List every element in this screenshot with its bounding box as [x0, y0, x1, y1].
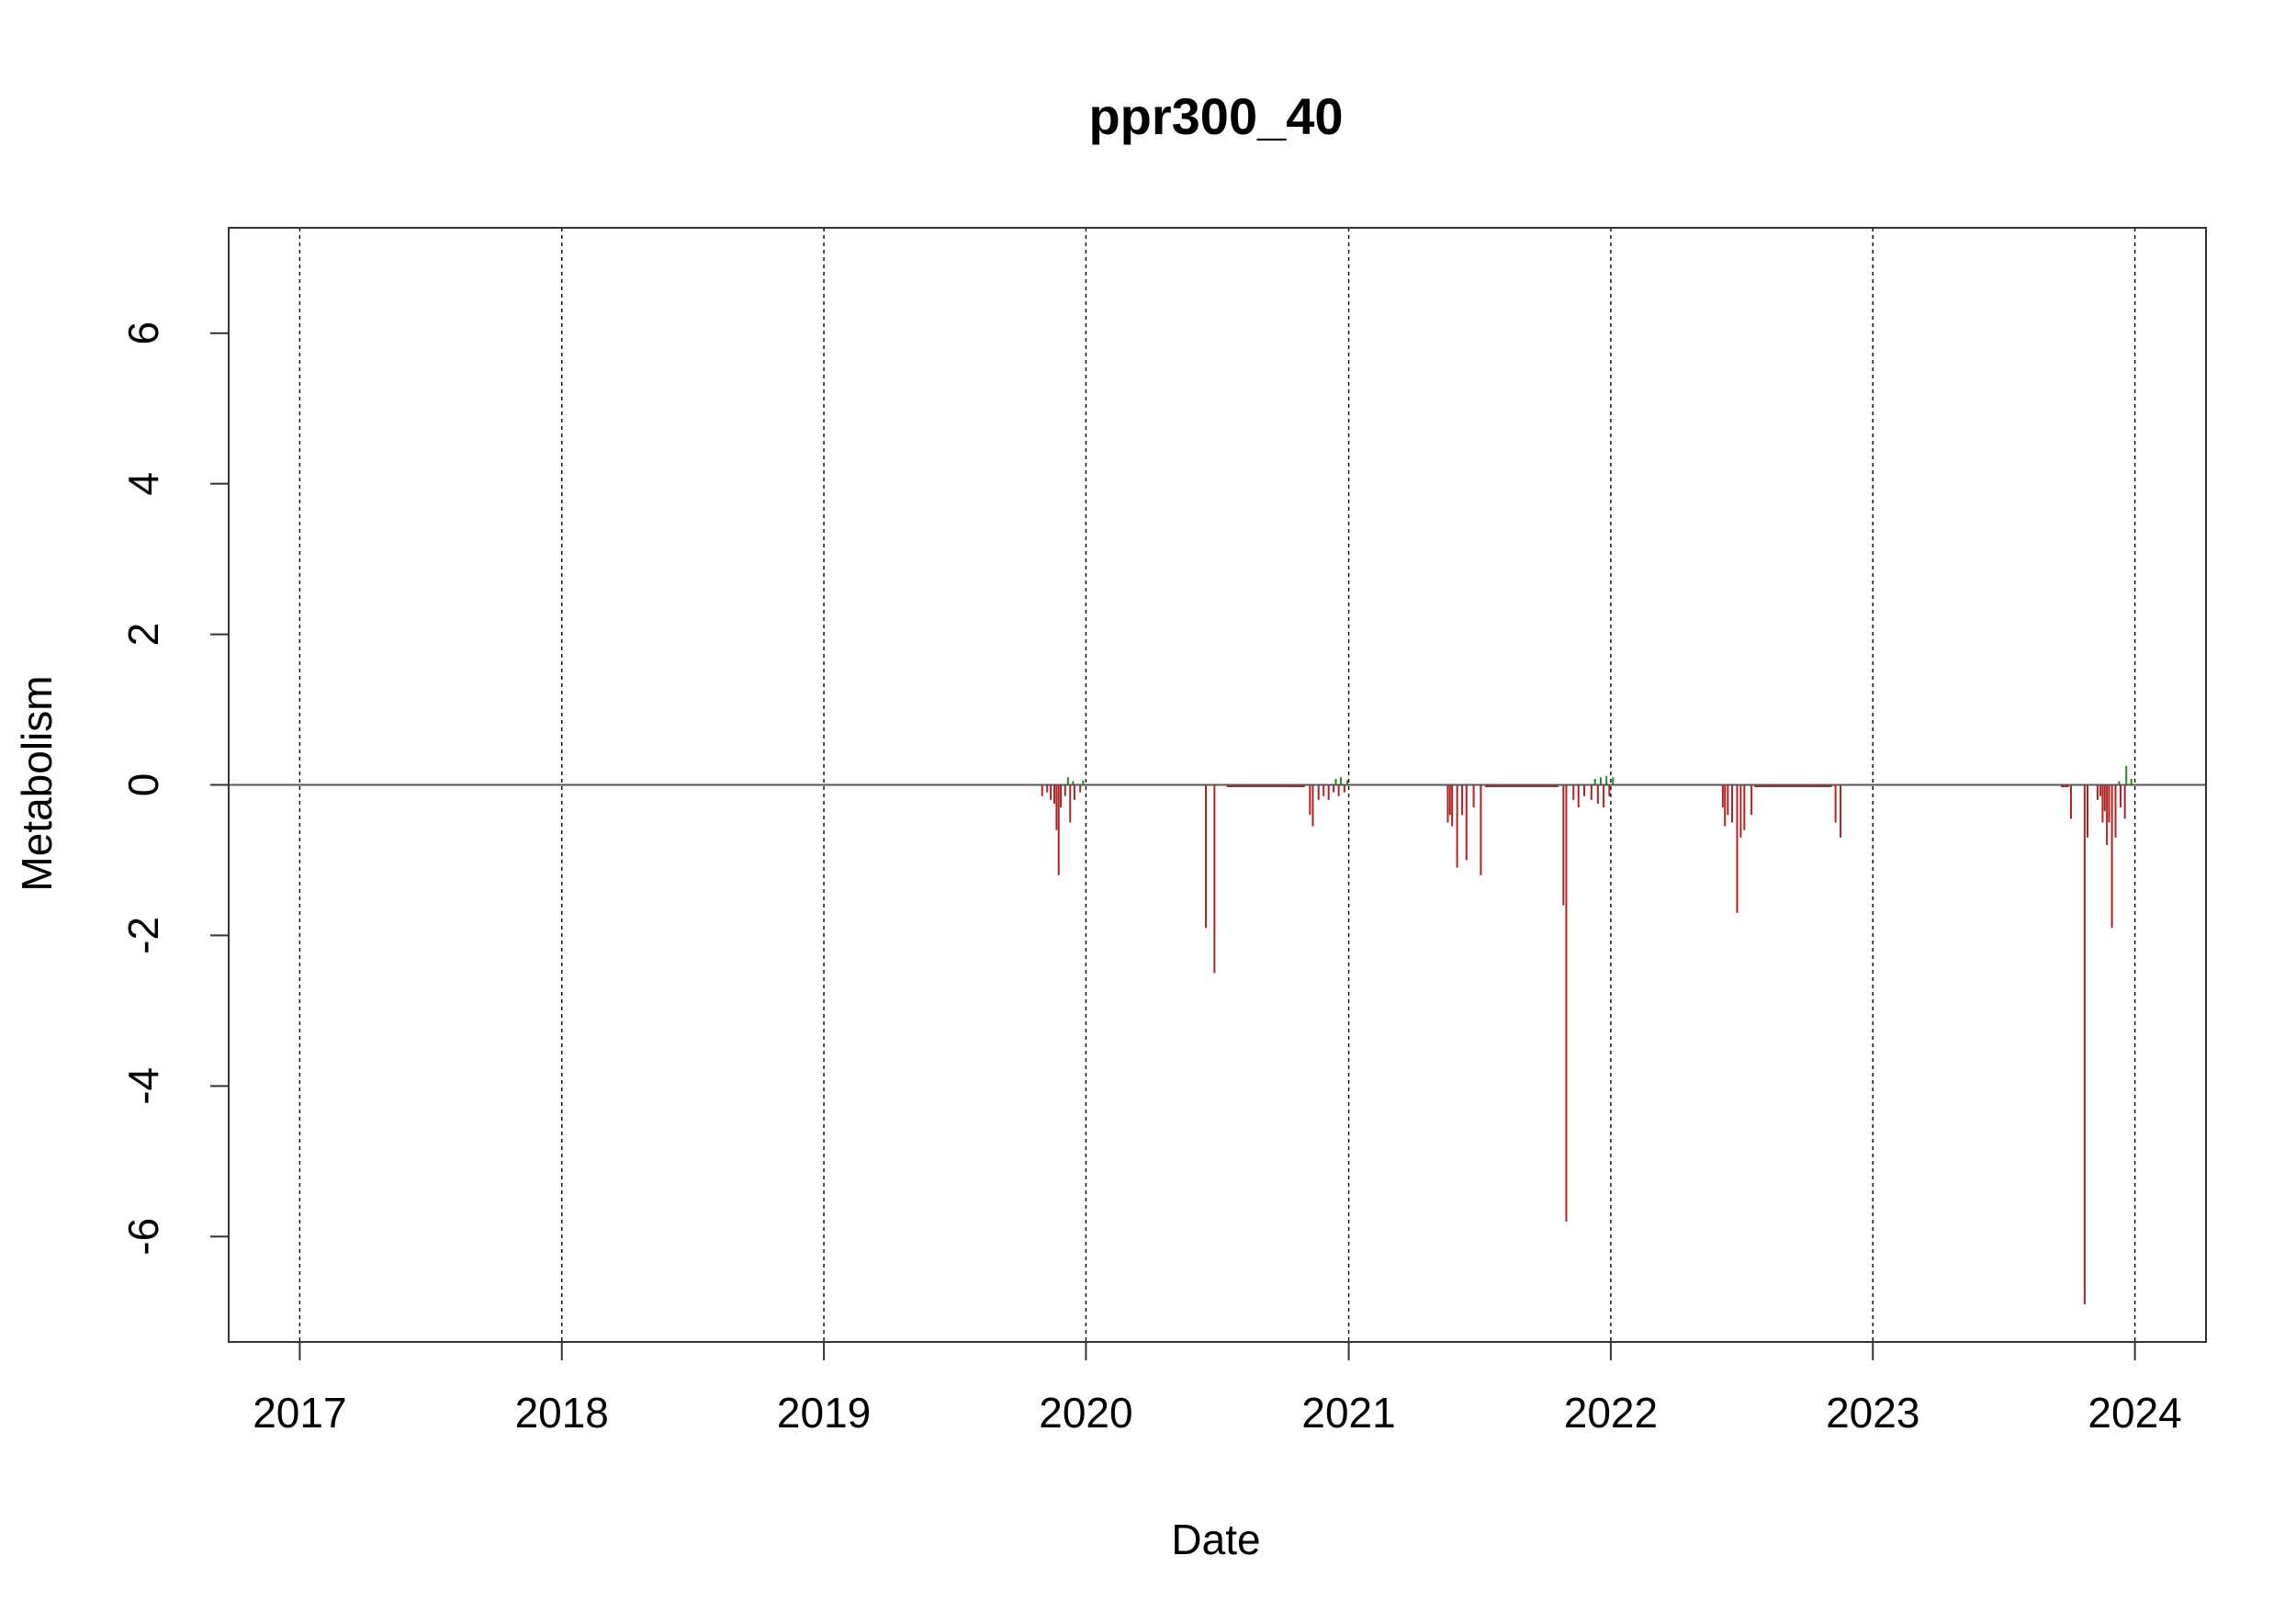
y-tick-label: -6 — [119, 1218, 167, 1256]
y-tick-label: 4 — [119, 472, 167, 496]
x-tick-label: 2022 — [1564, 1389, 1658, 1437]
x-tick-label: 2018 — [515, 1389, 609, 1437]
y-tick-label: 6 — [119, 321, 167, 345]
x-tick-label: 2017 — [253, 1389, 346, 1437]
x-tick-label: 2020 — [1039, 1389, 1132, 1437]
y-tick-label: 0 — [119, 773, 167, 797]
x-tick-label: 2024 — [2088, 1389, 2181, 1437]
chart-title: ppr300_40 — [1088, 87, 1343, 145]
y-tick-label: -2 — [119, 917, 167, 954]
x-tick-label: 2023 — [1826, 1389, 1919, 1437]
y-axis: -6 -4 -2 0 2 4 6 — [119, 321, 229, 1256]
bars-layer — [1041, 766, 2133, 1305]
y-axis-title: Metabolism — [13, 675, 61, 891]
x-axis: 2017 2018 2019 2020 2021 2022 2023 2024 — [253, 1341, 2182, 1437]
x-tick-label: 2021 — [1301, 1389, 1395, 1437]
x-tick-label: 2019 — [777, 1389, 871, 1437]
grid-layer — [298, 228, 2136, 1342]
y-tick-label: 2 — [119, 623, 167, 647]
x-axis-title: Date — [1171, 1516, 1260, 1563]
y-tick-label: -4 — [119, 1067, 167, 1105]
